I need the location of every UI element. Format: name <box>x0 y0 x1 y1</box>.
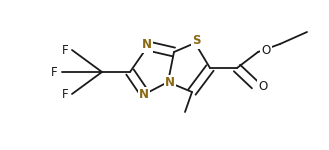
Text: N: N <box>142 39 152 51</box>
Text: S: S <box>192 34 200 48</box>
Text: F: F <box>51 66 57 78</box>
Text: O: O <box>261 45 271 57</box>
Text: N: N <box>139 88 149 102</box>
Text: F: F <box>62 87 68 100</box>
Text: F: F <box>62 44 68 57</box>
Text: O: O <box>258 80 267 93</box>
Text: N: N <box>165 76 175 90</box>
